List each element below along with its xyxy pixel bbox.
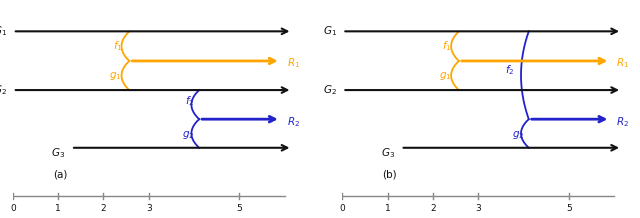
Text: $R_1$: $R_1$	[287, 56, 300, 70]
Text: (a): (a)	[54, 169, 68, 179]
Text: $f_1$: $f_1$	[113, 39, 122, 53]
Text: (b): (b)	[382, 169, 396, 179]
Text: $R_2$: $R_2$	[287, 115, 300, 129]
Text: $g_2$: $g_2$	[512, 129, 524, 141]
Text: $f_2$: $f_2$	[504, 63, 514, 77]
Text: 2: 2	[430, 204, 436, 213]
Text: $G_3$: $G_3$	[381, 146, 395, 160]
Text: 1: 1	[55, 204, 61, 213]
Text: $g_1$: $g_1$	[439, 70, 452, 82]
Text: 0: 0	[10, 204, 15, 213]
Text: $G_2$: $G_2$	[323, 83, 337, 97]
Text: 2: 2	[100, 204, 106, 213]
Text: 0: 0	[340, 204, 345, 213]
Text: 1: 1	[385, 204, 390, 213]
Text: 3: 3	[476, 204, 481, 213]
Text: $G_2$: $G_2$	[0, 83, 7, 97]
Text: $R_2$: $R_2$	[616, 115, 629, 129]
Text: $g_2$: $g_2$	[182, 129, 195, 141]
Text: $G_3$: $G_3$	[51, 146, 65, 160]
Text: $G_1$: $G_1$	[323, 24, 337, 38]
Text: $f_2$: $f_2$	[185, 94, 194, 108]
Text: 5: 5	[566, 204, 572, 213]
Text: $R_1$: $R_1$	[616, 56, 629, 70]
Text: $f_1$: $f_1$	[442, 39, 452, 53]
Text: $g_1$: $g_1$	[109, 70, 122, 82]
Text: 5: 5	[236, 204, 242, 213]
Text: 3: 3	[146, 204, 152, 213]
Text: $G_1$: $G_1$	[0, 24, 7, 38]
